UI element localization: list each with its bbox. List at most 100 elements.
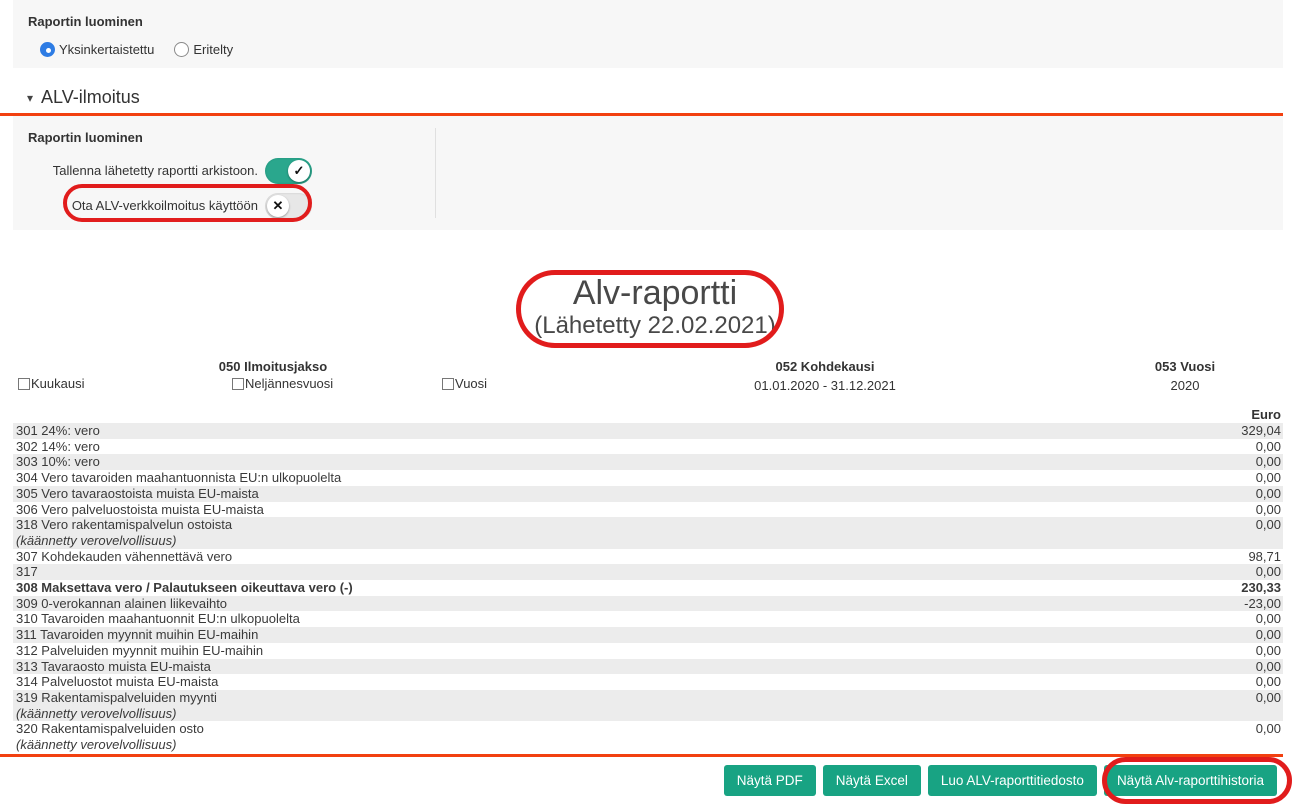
vertical-divider: [435, 128, 436, 218]
footer-button-bar: Näytä PDF Näytä Excel Luo ALV-raporttitied…: [723, 765, 1277, 796]
row-label: 302 14%: vero: [16, 438, 100, 454]
row-label: 319 Rakentamispalveluiden myynti: [16, 689, 217, 705]
row-note: (käännetty verovelvollisuus): [16, 737, 177, 753]
radio-label: Yksinkertaistettu: [59, 41, 155, 57]
column-year: 053 Vuosi 2020: [1085, 359, 1285, 393]
radio-option[interactable]: Yksinkertaistettu: [40, 41, 155, 57]
period-checkbox[interactable]: Kuukausi: [18, 376, 84, 391]
footer-button[interactable]: Näytä Alv-raporttihistoria: [1103, 765, 1277, 796]
row-value: 0,00: [1255, 658, 1281, 674]
table-row: 310 Tavaroiden maahantuonnit EU:n ulkopu…: [13, 611, 1283, 627]
toggle-row: Ota ALV-verkkoilmoitus käyttöön ✕: [28, 188, 312, 223]
table-row: 318 Vero rakentamispalvelun ostoista (kä…: [13, 517, 1283, 549]
column-header-target-period: 052 Kohdekausi: [775, 359, 875, 374]
table-row: 311 Tavaroiden myynnit muihin EU-maihin …: [13, 627, 1283, 643]
toggle-label: Tallenna lähetetty raportti arkistoon.: [52, 163, 258, 178]
toggle-switch[interactable]: ✕: [265, 192, 312, 219]
table-row: 307 Kohdekauden vähennettävä vero 98,71: [13, 549, 1283, 565]
table-row: 304 Vero tavaroiden maahantuonnista EU:n…: [13, 470, 1283, 486]
row-value: 0,00: [1255, 674, 1281, 690]
row-label: 314 Palveluostot muista EU-maista: [16, 674, 219, 690]
table-bottom-rule: [0, 754, 1283, 757]
row-value: 0,00: [1255, 627, 1281, 643]
row-value: 0,00: [1255, 485, 1281, 501]
section-header-alv-ilmoitus[interactable]: ▾ ALV-ilmoitus: [27, 87, 140, 108]
table-row: 309 0-verokannan alainen liikevaihto -23…: [13, 595, 1283, 612]
table-row: 319 Rakentamispalveluiden myynti (käänne…: [13, 689, 1283, 722]
page-title: Alv-raportti: [572, 274, 738, 312]
footer-button[interactable]: Näytä PDF: [723, 765, 816, 796]
toggle-state-icon: ✕: [272, 198, 284, 213]
checkbox-icon[interactable]: [442, 377, 454, 390]
report-sent-date: (Lähetetty 22.02.2021): [534, 312, 776, 339]
row-value: 0,00: [1255, 438, 1281, 454]
column-target-period: 052 Kohdekausi 01.01.2020 - 31.12.2021: [675, 359, 975, 393]
radio-label: Eritelty: [193, 41, 234, 57]
chevron-down-icon[interactable]: ▾: [27, 90, 34, 105]
period-checkbox[interactable]: Neljännesvuosi: [232, 376, 333, 391]
row-label: 310 Tavaroiden maahantuonnit EU:n ulkopu…: [16, 611, 300, 627]
toggle-label: Ota ALV-verkkoilmoitus käyttöön: [71, 198, 258, 213]
toggle-row: Tallenna lähetetty raportti arkistoon. ✓: [28, 153, 312, 188]
row-value: 0,00: [1255, 454, 1281, 470]
row-label: 318 Vero rakentamispalvelun ostoista: [16, 517, 233, 533]
row-label: 305 Vero tavaraostoista muista EU-maista: [16, 485, 259, 501]
table-row: 314 Palveluostot muista EU-maista 0,00: [13, 674, 1283, 690]
row-value: 0,00: [1255, 721, 1281, 737]
row-note: (käännetty verovelvollisuus): [16, 532, 177, 548]
footer-button[interactable]: Luo ALV-raporttitiedosto: [927, 765, 1097, 796]
toggle-knob[interactable]: ✕: [267, 194, 289, 217]
target-period-value: 01.01.2020 - 31.12.2021: [754, 378, 896, 393]
row-label: 301 24%: vero: [16, 423, 100, 438]
report-creation-panel: Raportin luominen Yksinkertaistettu Erit…: [13, 0, 1283, 68]
row-value: 0,00: [1255, 517, 1281, 533]
table-row: 306 Vero palveluostoista muista EU-maist…: [13, 502, 1283, 518]
radio-icon[interactable]: [174, 41, 190, 57]
toggle-list: Tallenna lähetetty raportti arkistoon. ✓…: [28, 153, 312, 223]
toggle-knob[interactable]: ✓: [288, 159, 310, 182]
year-value: 2020: [1170, 378, 1200, 393]
report-type-radio-group: Yksinkertaistettu Eritelty: [40, 40, 233, 58]
table-row: 303 10%: vero 0,00: [13, 454, 1283, 471]
radio-icon[interactable]: [40, 41, 55, 57]
table-row: 320 Rakentamispalveluiden osto (käännett…: [13, 721, 1283, 752]
row-value: 98,71: [1248, 548, 1281, 564]
table-row: 302 14%: vero 0,00: [13, 439, 1283, 455]
currency-column-header: Euro: [1251, 407, 1281, 422]
row-label: 307 Kohdekauden vähennettävä vero: [16, 548, 233, 564]
row-value: 0,00: [1255, 564, 1281, 580]
row-value: 230,33: [1241, 580, 1281, 596]
report-title-block: Alv-raportti (Lähetetty 22.02.2021): [455, 274, 855, 340]
section-title: ALV-ilmoitus: [41, 87, 140, 107]
row-label: 317: [16, 564, 38, 580]
table-row: 305 Vero tavaraostoista muista EU-maista…: [13, 485, 1283, 502]
table-row: 308 Maksettava vero / Palautukseen oikeu…: [13, 580, 1283, 596]
vat-report-table: 301 24%: vero 329,04 302 14%: vero 0,00 …: [13, 423, 1283, 753]
table-row: 317 0,00: [13, 564, 1283, 581]
row-label: 308 Maksettava vero / Palautukseen oikeu…: [16, 580, 353, 596]
radio-option[interactable]: Eritelty: [174, 41, 234, 57]
row-label: 309 0-verokannan alainen liikevaihto: [16, 595, 228, 611]
row-label: 320 Rakentamispalveluiden osto: [16, 721, 204, 737]
table-row: 312 Palveluiden myynnit muihin EU-maihin…: [13, 643, 1283, 659]
footer-button[interactable]: Näytä Excel: [822, 765, 921, 796]
period-checkbox[interactable]: Vuosi: [442, 376, 487, 391]
toggle-switch[interactable]: ✓: [265, 157, 312, 184]
checkbox-icon[interactable]: [18, 377, 30, 390]
row-label: 313 Tavaraosto muista EU-maista: [16, 658, 211, 674]
row-note: (käännetty verovelvollisuus): [16, 705, 177, 721]
row-label: 303 10%: vero: [16, 454, 100, 470]
panel-title: Raportin luominen: [28, 130, 143, 145]
row-value: 0,00: [1255, 642, 1281, 658]
column-header-year: 053 Vuosi: [1154, 359, 1216, 374]
table-row: 313 Tavaraosto muista EU-maista 0,00: [13, 658, 1283, 675]
row-label: 311 Tavaroiden myynnit muihin EU-maihin: [16, 627, 259, 643]
checkbox-label: Kuukausi: [31, 376, 85, 391]
checkbox-label: Vuosi: [455, 376, 488, 391]
checkbox-icon[interactable]: [232, 377, 244, 390]
row-value: 0,00: [1255, 470, 1281, 486]
row-label: 312 Palveluiden myynnit muihin EU-maihin: [16, 642, 264, 658]
row-label: 304 Vero tavaroiden maahantuonnista EU:n…: [16, 470, 342, 486]
table-row: 301 24%: vero 329,04: [13, 423, 1283, 439]
section-divider-rule: [0, 113, 1283, 116]
